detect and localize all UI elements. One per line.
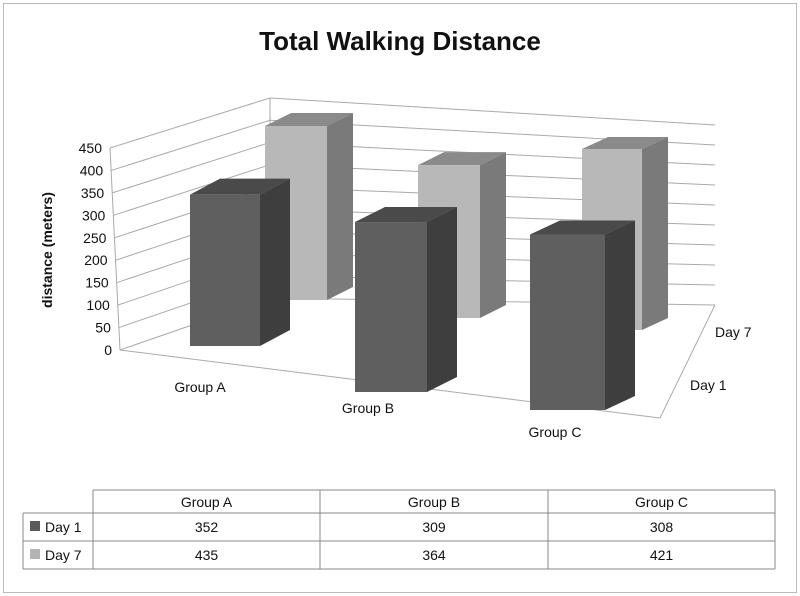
table-series-label: Day 1 — [45, 519, 82, 535]
depth-label: Day 7 — [715, 324, 752, 340]
bar-side-face — [260, 178, 290, 346]
table-cell: 308 — [650, 519, 674, 535]
x-category-label: Group C — [529, 424, 582, 440]
bar-day1-groupc — [530, 220, 635, 410]
bar-top-face — [418, 152, 506, 166]
floor-edge — [119, 304, 716, 419]
table-series-label: Day 7 — [45, 547, 82, 563]
bar-front-face — [530, 234, 605, 410]
y-tick-label: 100 — [86, 297, 110, 313]
y-tick-label: 0 — [104, 342, 112, 358]
y-tick-label: 50 — [95, 320, 111, 336]
y-axis-label: distance (meters) — [39, 192, 55, 308]
y-tick-label: 250 — [83, 230, 107, 246]
chart-title: Total Walking Distance — [259, 26, 541, 56]
y-tick-label: 350 — [81, 185, 105, 201]
bar-top-face — [355, 207, 457, 223]
table-header: Group C — [635, 494, 688, 510]
bar-day1-groupb — [355, 207, 457, 392]
bar-top-face — [582, 136, 668, 149]
table-header: Group B — [408, 494, 460, 510]
bar-top-face — [530, 220, 635, 235]
bar-side-face — [642, 136, 668, 330]
left-wall-edge — [109, 147, 121, 351]
legend-swatch — [30, 549, 40, 559]
depth-label: Day 1 — [690, 377, 727, 393]
bar-front-face — [355, 222, 427, 392]
table-header: Group A — [181, 494, 233, 510]
bar-front-face — [190, 194, 260, 346]
table-cell: 421 — [650, 547, 674, 563]
table-cell: 309 — [422, 519, 446, 535]
bar-side-face — [427, 207, 457, 392]
y-tick-label: 400 — [80, 162, 104, 178]
legend-swatch — [30, 521, 40, 531]
x-category-label: Group B — [342, 400, 394, 416]
bar-side-face — [480, 152, 506, 318]
y-tick-label: 300 — [82, 207, 106, 223]
y-tick-label: 200 — [84, 252, 108, 268]
chart-border — [3, 3, 797, 593]
y-tick-label: 150 — [85, 275, 109, 291]
x-category-label: Group A — [174, 379, 226, 395]
y-tick-label: 450 — [79, 140, 103, 156]
table-cell: 352 — [195, 519, 219, 535]
bar-side-face — [605, 220, 635, 410]
bar-side-face — [327, 113, 353, 300]
bar-top-face — [190, 178, 290, 195]
table-cell: 435 — [195, 547, 219, 563]
bar-top-face — [265, 113, 353, 126]
bar-day1-groupa — [190, 178, 290, 346]
table-cell: 364 — [422, 547, 446, 563]
